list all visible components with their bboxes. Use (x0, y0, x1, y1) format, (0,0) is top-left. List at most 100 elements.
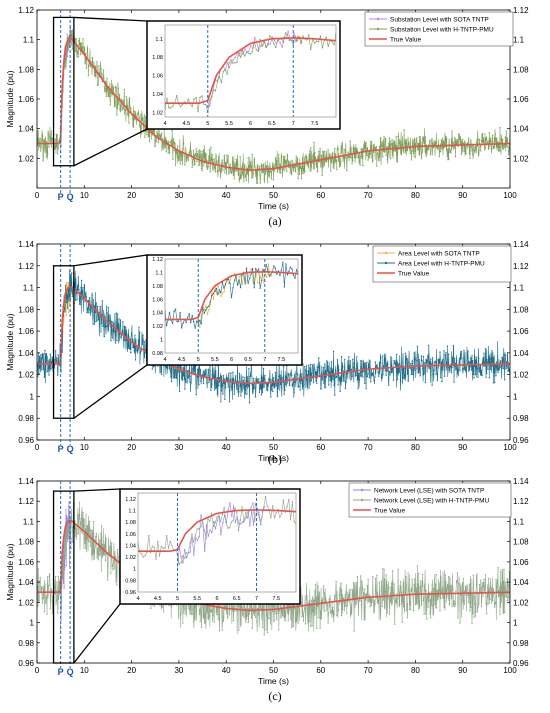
series-2-line-point (338, 377, 341, 380)
inset-series-2-line-point (277, 39, 279, 42)
series-2-line-point (504, 136, 506, 138)
series-2-line-point (144, 352, 146, 354)
inset-x-tick-label: 7 (292, 121, 295, 127)
series-2-line-point (288, 166, 290, 168)
series-2-line-point (211, 374, 213, 376)
series-2-line-point (368, 600, 370, 602)
series-2-line-point (268, 175, 270, 177)
series-2-line-point (314, 152, 316, 154)
series-2-line-point (395, 359, 397, 361)
series-2-line-point (280, 172, 282, 174)
series-1-line-point (70, 538, 72, 540)
series-2-line-point (331, 370, 333, 372)
true-value-line (37, 519, 510, 612)
series-2-line-point (260, 174, 262, 176)
series-2-line-point (367, 159, 369, 161)
inset-series-2-line-point (288, 270, 290, 272)
series-2-line-point (392, 379, 395, 381)
series-2-line-point (430, 591, 433, 593)
series-2-line-point (373, 599, 375, 601)
series-2-line-point (412, 373, 414, 376)
inset-axes-frame (137, 492, 297, 593)
series-2-line-point (264, 173, 267, 175)
series-2-line-point (321, 379, 323, 381)
inset-x-tick-label: 4 (163, 121, 166, 127)
series-2-line-point (503, 354, 505, 356)
series-2-line-point (369, 360, 371, 362)
series-2-line-point (474, 151, 476, 154)
series-2-line-point (192, 367, 194, 369)
series-2-line-point (294, 381, 296, 384)
series-2-line-point (342, 608, 344, 611)
series-2-line-point (100, 68, 102, 70)
x-tick-label: 90 (458, 666, 467, 675)
series-2-line-point (84, 63, 86, 65)
series-2-line-point (151, 368, 153, 370)
x-tick-label: 80 (411, 666, 420, 675)
series-2-line-point (70, 272, 73, 274)
inset-series-2-line-point (207, 518, 209, 520)
series-2-line-point (394, 623, 396, 625)
series-2-line-point (443, 350, 445, 352)
series-2-line-point (444, 137, 447, 140)
series-2-line-point (160, 373, 163, 376)
series-2-line-point (57, 576, 59, 578)
series-2-line-point (408, 144, 410, 146)
x-tick-label: 10 (80, 666, 89, 675)
series-2-line-point (43, 353, 45, 355)
series-2-line-point (113, 567, 116, 570)
series-2-line-point (364, 382, 366, 384)
series-2-line-point (375, 593, 377, 596)
series-2-line-point (197, 370, 199, 372)
series-2-line-point (218, 385, 220, 387)
series-2-line-point (180, 159, 183, 161)
series-2-line-point (374, 577, 377, 580)
x-axis-label: Time (s) (258, 201, 289, 211)
series-2-line-point (433, 369, 435, 371)
inset-series-1-line-point (269, 276, 271, 278)
series-2-line-point (423, 372, 425, 375)
series-2-line-point (205, 613, 207, 615)
legend-swatch-marker (384, 251, 388, 255)
series-2-line-point (440, 139, 443, 142)
series-2-line-point (308, 159, 311, 161)
series-2-line-point (273, 382, 275, 385)
series-2-line-point (418, 359, 421, 361)
inset-x-tick-label: 5 (206, 121, 209, 127)
x-tick-label: 60 (316, 191, 325, 200)
series-2-line-point (365, 388, 367, 390)
series-2-line-point (470, 594, 473, 596)
series-2-line-point (422, 573, 424, 576)
series-2-line-point (326, 609, 328, 611)
inset-series-2-line-point (232, 62, 234, 64)
legend-entry-2: Area Level with H-TNTP-PMU (398, 261, 485, 268)
series-2-line-point (371, 601, 373, 604)
series-2-line-point (486, 596, 488, 598)
series-2-line-point (84, 542, 86, 544)
series-2-line-point (261, 164, 263, 167)
y-tick-label: 0.98 (18, 414, 34, 423)
series-2-line-point (146, 134, 148, 136)
series-2-line-point (98, 539, 101, 542)
series-2-line-point (498, 141, 500, 144)
series-2-line-point (290, 375, 293, 377)
series-2-line-point (174, 377, 176, 379)
series-2-line-point (360, 575, 362, 577)
series-2-line-point (161, 137, 163, 140)
series-2-line-point (106, 579, 109, 581)
inset-series-1-line-point (242, 53, 244, 56)
series-2-line-point (160, 132, 163, 134)
series-2-line-point (399, 140, 401, 143)
inset-x-tick-label: 6 (215, 596, 218, 602)
series-2-line-point (500, 606, 502, 608)
series-2-line-point (336, 376, 338, 378)
series-2-line-point (125, 96, 128, 98)
inset-series-1-line-point (218, 291, 221, 294)
series-2-line-point (320, 618, 323, 620)
series-2-line-point (51, 146, 53, 148)
series-2-line-point (154, 145, 156, 148)
inset-series-2-line-point (205, 309, 207, 311)
series-2-line-point (461, 602, 463, 604)
series-2-line-point (420, 604, 423, 607)
series-2-line-point (481, 374, 483, 377)
